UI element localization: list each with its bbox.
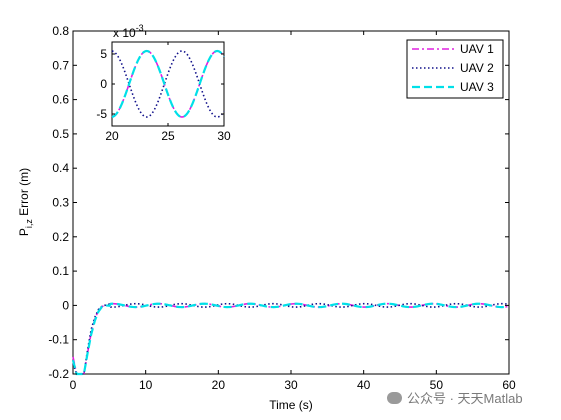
x-tick-label: 30 <box>284 378 298 392</box>
y-tick-label: -0.2 <box>48 367 69 381</box>
y-tick-label: 0.7 <box>52 58 69 72</box>
inset-axes: 20 25 30 5 0 -5 x 10-3 <box>96 23 231 143</box>
legend: UAV 1 UAV 2 UAV 3 <box>406 39 504 99</box>
inset-series-line-uav-3 <box>111 49 225 119</box>
y-axis-label-main: P <box>17 228 31 236</box>
x-axis-label: Time (s) <box>269 398 313 412</box>
inset-y-tick-label: -5 <box>96 107 107 121</box>
inset-exponent-base: x 10 <box>113 26 136 40</box>
series-line-uav-2 <box>72 302 508 375</box>
main-series-group <box>71 302 508 376</box>
x-tick-label: 50 <box>430 378 444 392</box>
y-tick-label: 0.5 <box>52 127 69 141</box>
watermark: 公众号 · 天天Matlab <box>387 388 523 407</box>
inset-y-tick-label: 0 <box>100 77 107 91</box>
legend-label-uav-2: UAV 2 <box>460 61 494 75</box>
y-tick-label: 0.6 <box>52 93 69 107</box>
inset-x-tick-label: 30 <box>217 129 231 143</box>
x-tick-label: 20 <box>212 378 226 392</box>
y-tick-label: -0.1 <box>48 333 69 347</box>
y-tick-label: 0.3 <box>52 196 69 210</box>
watermark-text: 公众号 · 天天Matlab <box>407 391 523 406</box>
legend-label-uav-3: UAV 3 <box>460 80 494 94</box>
y-tick-label: 0.4 <box>52 161 69 175</box>
main-y-ticks: -0.2 -0.1 0 0.1 0.2 0.3 0.4 0.5 0.6 0.7 0.8 <box>48 24 509 381</box>
inset-series-group <box>111 49 225 119</box>
main-x-ticks: 0 10 20 30 40 50 60 <box>70 31 516 392</box>
inset-exponent-power: -3 <box>136 23 144 33</box>
y-axis-label-rest: Error (m) <box>17 168 31 219</box>
inset-y-ticks: 5 0 -5 <box>96 47 224 121</box>
wechat-icon <box>387 392 402 404</box>
y-tick-label: 0.2 <box>52 230 69 244</box>
x-tick-label: 60 <box>502 378 516 392</box>
x-tick-label: 0 <box>70 378 77 392</box>
y-axis-label: Pi,z Error (m) <box>17 168 34 236</box>
x-tick-label: 40 <box>357 378 371 392</box>
inset-x-tick-label: 25 <box>161 129 175 143</box>
inset-exponent-label: x 10-3 <box>113 23 144 40</box>
y-tick-label: 0 <box>62 298 69 312</box>
inset-x-ticks: 20 25 30 <box>105 42 231 143</box>
legend-label-uav-1: UAV 1 <box>460 42 494 56</box>
y-axis-label-subscript: i,z <box>24 219 34 229</box>
y-tick-label: 0.1 <box>52 264 69 278</box>
x-tick-label: 10 <box>139 378 153 392</box>
series-line-uav-3 <box>71 302 508 376</box>
y-tick-label: 0.8 <box>52 24 69 38</box>
inset-y-tick-label: 5 <box>100 47 107 61</box>
inset-x-tick-label: 20 <box>105 129 119 143</box>
